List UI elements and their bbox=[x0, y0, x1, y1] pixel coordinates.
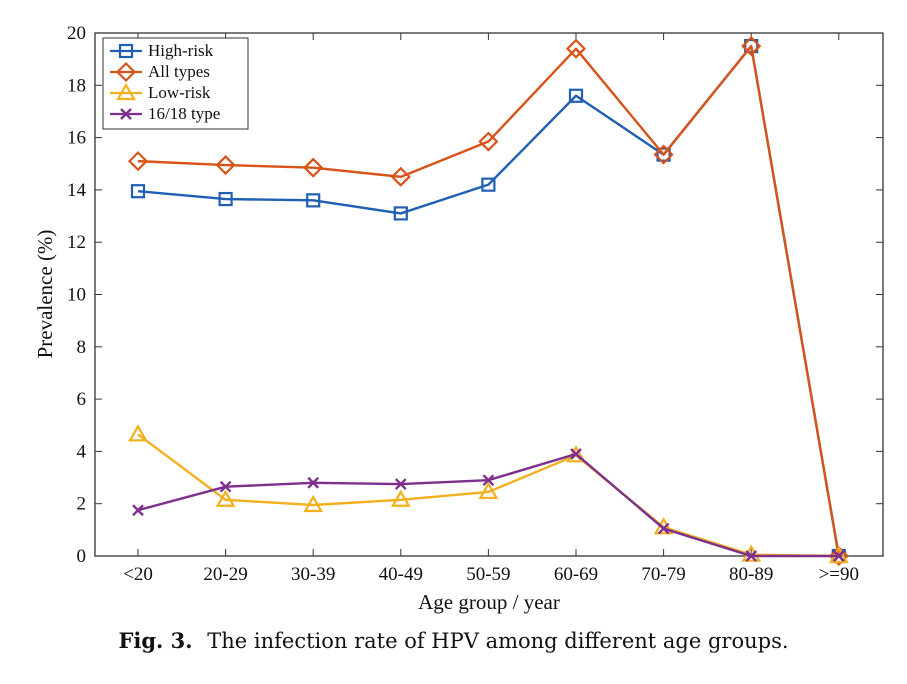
y-axis-title: Prevalence (%) bbox=[33, 230, 57, 359]
data-point bbox=[482, 474, 495, 487]
legend-item-all-types: All types bbox=[110, 61, 210, 83]
marker-stroke bbox=[832, 550, 845, 562]
data-point bbox=[390, 166, 411, 187]
legend-marker bbox=[115, 61, 137, 83]
data-point bbox=[219, 480, 232, 493]
x-tick-label: 80-89 bbox=[729, 564, 773, 585]
data-point bbox=[307, 476, 320, 489]
y-tick-label: 20 bbox=[67, 23, 86, 44]
x-tick-label: 50-59 bbox=[466, 564, 510, 585]
y-tick-label: 18 bbox=[67, 75, 86, 96]
legend-label: Low-risk bbox=[148, 83, 211, 102]
legend-item-high-risk: High-risk bbox=[110, 41, 214, 60]
y-tick-label: 6 bbox=[77, 389, 87, 410]
data-point bbox=[127, 151, 149, 172]
data-point bbox=[215, 155, 236, 176]
data-point bbox=[741, 36, 762, 57]
legend-marker bbox=[116, 82, 136, 101]
y-tick-label: 2 bbox=[77, 494, 87, 515]
marker-stroke bbox=[219, 480, 232, 493]
marker-stroke bbox=[120, 108, 132, 120]
x-tick-label: 70-79 bbox=[641, 564, 685, 585]
data-point bbox=[128, 424, 148, 442]
series-line bbox=[137, 44, 840, 557]
legend-item-low-risk: Low-risk bbox=[110, 82, 211, 102]
data-point bbox=[568, 88, 584, 103]
marker-stroke bbox=[745, 550, 758, 562]
legend-box bbox=[102, 37, 249, 130]
y-tick-label: 16 bbox=[67, 128, 86, 149]
x-axis: <20 20-29 30-39 40-49 50-59 60-69 70-79 80-89 >=… bbox=[123, 33, 859, 585]
x-tick-label: <20 bbox=[123, 564, 153, 585]
legend-marker bbox=[118, 43, 134, 59]
data-point bbox=[306, 193, 321, 208]
x-axis-title: Age group / year bbox=[418, 590, 560, 614]
figure-label: Fig. 3. bbox=[118, 628, 193, 653]
data-point bbox=[478, 481, 499, 500]
data-point bbox=[394, 478, 407, 490]
data-point bbox=[393, 206, 408, 221]
y-tick-label: 8 bbox=[77, 337, 87, 358]
marker-stroke bbox=[307, 476, 320, 489]
data-point bbox=[657, 522, 670, 535]
legend-label: All types bbox=[148, 62, 210, 81]
y-tick-label: 4 bbox=[77, 441, 87, 462]
series-all-types bbox=[127, 36, 849, 567]
marker-stroke bbox=[482, 474, 495, 487]
legend-marker bbox=[120, 108, 132, 120]
x-tick-label: 20-29 bbox=[203, 564, 247, 585]
marker-stroke bbox=[657, 522, 670, 535]
data-point bbox=[745, 550, 758, 562]
data-point bbox=[303, 157, 324, 178]
series-line bbox=[137, 433, 839, 558]
data-point bbox=[215, 489, 236, 507]
x-tick-label: 60-69 bbox=[554, 564, 598, 585]
data-point bbox=[565, 38, 587, 59]
data-point bbox=[303, 494, 324, 513]
data-point bbox=[481, 177, 496, 192]
legend-label: High-risk bbox=[148, 41, 214, 60]
line-chart: 0 2 4 6 8 10 12 14 16 18 20 <20 20-29 30-39 40-49 50-5… bbox=[33, 23, 884, 614]
series-low-risk bbox=[128, 424, 849, 564]
data-point bbox=[218, 191, 233, 207]
x-tick-label: >=90 bbox=[819, 564, 859, 585]
x-tick-label: 30-39 bbox=[291, 564, 335, 585]
data-point bbox=[656, 147, 671, 162]
marker-stroke bbox=[132, 504, 144, 517]
data-point bbox=[390, 489, 411, 507]
marker-stroke bbox=[570, 448, 582, 460]
y-tick-label: 10 bbox=[67, 285, 86, 306]
y-tick-label: 14 bbox=[67, 180, 87, 201]
figure-caption-text: The infection rate of HPV among differen… bbox=[207, 629, 789, 653]
data-point bbox=[653, 144, 674, 165]
x-tick-label: 40-49 bbox=[379, 564, 423, 585]
legend-item-16-18-type: 16/18 type bbox=[110, 104, 220, 123]
marker-stroke bbox=[394, 478, 407, 490]
y-tick-label: 12 bbox=[67, 232, 86, 253]
figure-caption: Fig. 3. The infection rate of HPV among … bbox=[0, 628, 907, 653]
y-axis: 0 2 4 6 8 10 12 14 16 18 20 bbox=[67, 23, 883, 567]
data-point bbox=[828, 545, 849, 567]
data-point bbox=[832, 550, 845, 562]
series-layer bbox=[127, 36, 849, 567]
legend-label: 16/18 type bbox=[148, 104, 220, 123]
series-16-18-type bbox=[132, 448, 845, 562]
data-point bbox=[132, 504, 144, 517]
legend: High-risk All types Low-risk 16/18 type bbox=[102, 37, 249, 130]
data-point bbox=[478, 131, 499, 152]
y-tick-label: 0 bbox=[77, 546, 87, 567]
data-point bbox=[570, 448, 582, 460]
data-point bbox=[130, 184, 146, 199]
series-line bbox=[137, 452, 839, 558]
